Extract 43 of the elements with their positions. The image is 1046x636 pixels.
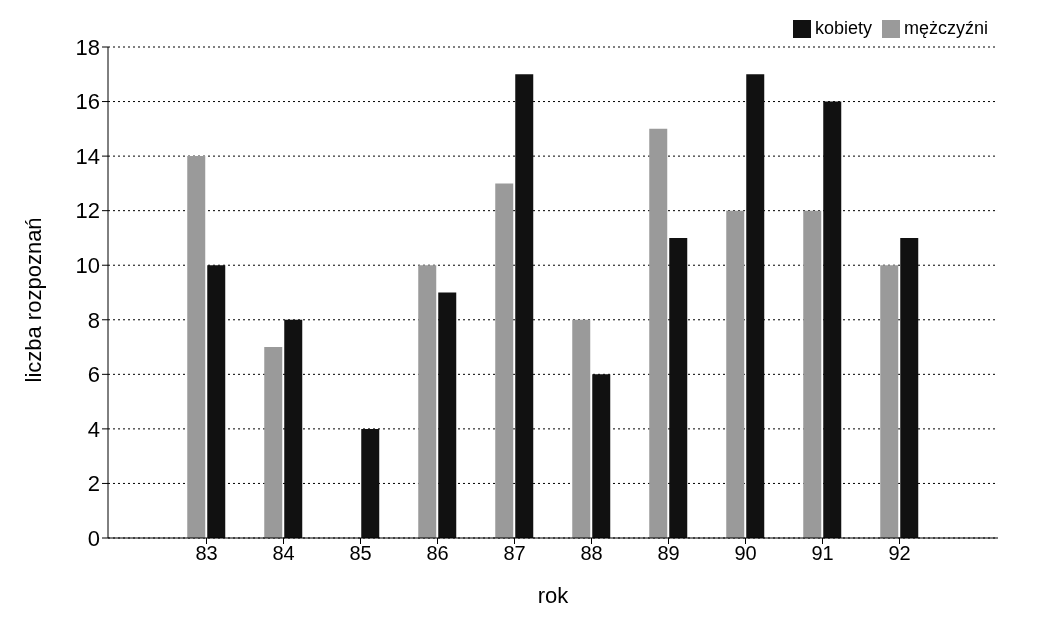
- bar: [495, 183, 514, 538]
- bar: [592, 374, 611, 538]
- bar: [187, 156, 206, 538]
- bar: [572, 319, 591, 538]
- y-axis-title: liczba rozpoznań: [20, 217, 46, 383]
- x-tick-label: 83: [195, 542, 218, 565]
- x-tick-label: 84: [272, 542, 295, 565]
- y-tick-label: 10: [75, 253, 100, 279]
- y-tick-label: 4: [87, 416, 100, 442]
- y-tick-label: 8: [87, 307, 100, 333]
- bar: [649, 128, 668, 538]
- y-tick-label: 16: [75, 89, 100, 115]
- bar: [726, 210, 745, 538]
- y-tick-label: 2: [87, 471, 100, 497]
- legend-label: mężczyźni: [903, 18, 988, 38]
- y-tick-label: 14: [75, 143, 100, 169]
- bar: [361, 428, 380, 538]
- bar: [515, 74, 534, 538]
- bar: [746, 74, 765, 538]
- y-tick-label: 6: [87, 362, 100, 388]
- x-tick-label: 85: [349, 542, 372, 565]
- bar: [669, 237, 688, 538]
- x-tick-label: 86: [426, 542, 449, 565]
- bar: [823, 101, 842, 538]
- bar: [284, 319, 303, 538]
- x-tick-label: 92: [888, 542, 911, 565]
- bar: [207, 265, 226, 538]
- legend-label: kobiety: [814, 18, 872, 38]
- x-tick-label: 91: [811, 542, 834, 565]
- bar: [438, 292, 457, 538]
- bar: [880, 265, 899, 538]
- x-tick-label: 87: [503, 542, 526, 565]
- bar: [264, 347, 283, 538]
- x-tick-label: 90: [734, 542, 757, 565]
- y-tick-label: 12: [75, 198, 100, 224]
- bar: [803, 210, 822, 538]
- x-tick-label: 89: [657, 542, 680, 565]
- y-tick-label: 0: [87, 525, 100, 551]
- x-axis-title: rok: [537, 583, 570, 608]
- y-tick-label: 18: [75, 34, 100, 60]
- bar: [418, 265, 437, 538]
- bar: [900, 237, 919, 538]
- x-tick-label: 88: [580, 542, 603, 565]
